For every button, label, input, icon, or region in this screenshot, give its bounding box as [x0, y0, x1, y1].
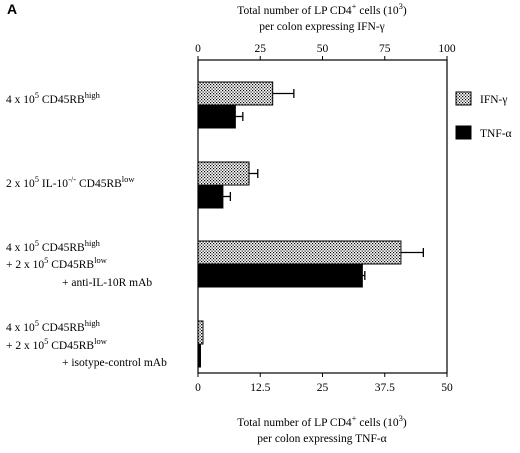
legend-swatch: [455, 125, 472, 140]
tnf-alpha-bar: [197, 343, 201, 368]
bottom-tick-label: 25: [317, 382, 329, 394]
ifn-gamma-bar: [197, 240, 402, 265]
bottom-tick-label: 12.5: [250, 382, 270, 394]
category-label: + anti-IL-10R mAb: [62, 277, 152, 289]
tnf-alpha-bar: [197, 104, 236, 129]
category-label: 4 x 105 CD45RBhigh: [6, 318, 101, 334]
legend-swatch: [455, 91, 472, 106]
top-tick-label: 100: [438, 43, 456, 55]
ifn-gamma-bar: [197, 320, 204, 345]
ifn-gamma-bar: [197, 81, 274, 106]
top-tick-label: 50: [317, 43, 329, 55]
top-axis-label-line1: Total number of LP CD4+ cells (103): [237, 1, 407, 17]
category-labels: 4 x 105 CD45RBhigh 2 x 105 IL-10-/- CD45R…: [6, 90, 167, 369]
tnf-alpha-bar: [197, 263, 363, 288]
plot-frame: [197, 59, 448, 374]
category-label: + 2 x 105 CD45RBlow: [6, 336, 108, 352]
top-tick-label: 0: [195, 43, 201, 55]
bottom-axis-label-line1: Total number of LP CD4+ cells (103): [237, 413, 407, 429]
category-label: + 2 x 105 CD45RBlow: [6, 255, 108, 271]
category-label: 4 x 105 CD45RBhigh: [6, 238, 101, 254]
bars: [197, 81, 424, 368]
top-tick-label: 25: [255, 43, 267, 55]
legend-label: TNF-α: [480, 128, 512, 140]
legend-label: IFN-γ: [480, 94, 507, 106]
legend: IFN-γ TNF-α: [455, 91, 512, 140]
category-label: + isotype-control mAb: [62, 357, 167, 369]
top-tick-label: 75: [379, 43, 391, 55]
bottom-tick-label: 50: [441, 382, 453, 394]
category-label: 2 x 105 IL-10-/- CD45RBlow: [6, 174, 135, 190]
tnf-alpha-bar: [197, 184, 224, 209]
bottom-tick-label: 0: [195, 382, 201, 394]
category-label: 4 x 105 CD45RBhigh: [6, 90, 101, 106]
top-axis-label: Total number of LP CD4+ cells (103) per c…: [237, 1, 407, 33]
plot-border: [197, 59, 448, 374]
top-axis: 0 25 50 75 100: [195, 43, 456, 60]
ifn-gamma-bar: [197, 161, 250, 186]
bottom-tick-label: 37.5: [375, 382, 395, 394]
bottom-axis-label-line2: per colon expressing TNF-α: [257, 433, 386, 445]
panel-letter: A: [7, 1, 17, 17]
bottom-axis-label: Total number of LP CD4+ cells (103) per c…: [237, 413, 407, 445]
bottom-axis: 0 12.5 25 37.5 50: [195, 373, 453, 394]
top-axis-label-line2: per colon expressing IFN-γ: [259, 21, 384, 33]
